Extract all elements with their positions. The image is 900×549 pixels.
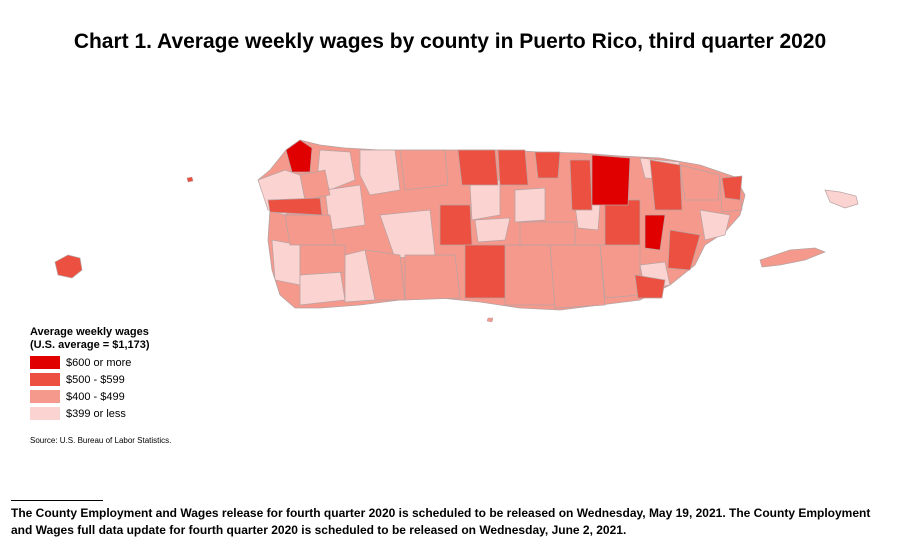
legend-label: $600 or more xyxy=(66,356,132,369)
county-north-mid-3 xyxy=(534,151,561,179)
county-west-mid xyxy=(267,197,323,216)
footnote-text: The County Employment and Wages release … xyxy=(11,506,871,537)
county-west-med xyxy=(284,214,336,246)
legend-swatch xyxy=(30,390,60,403)
county-north-mid-4 xyxy=(569,159,593,211)
county-east-mid-1 xyxy=(604,199,641,246)
legend-item-500-599: $500 - $599 xyxy=(30,373,150,386)
county-east-mid-3 xyxy=(667,229,701,271)
county-mayaguez-region xyxy=(285,139,313,173)
legend-item-399-less: $399 or less xyxy=(30,407,150,420)
island-desecheo xyxy=(186,176,194,183)
county-east-mid-2 xyxy=(649,159,683,211)
county-north-med-1 xyxy=(399,149,449,191)
source-note: Source: U.S. Bureau of Labor Statistics. xyxy=(30,436,172,445)
legend-title: Average weekly wages xyxy=(30,326,149,338)
legend-item-600-plus: $600 or more xyxy=(30,356,150,369)
map-legend: Average weekly wages (U.S. average = $1,… xyxy=(30,326,150,420)
county-southwest-light-2 xyxy=(299,269,346,306)
county-north-mid-2 xyxy=(497,149,529,186)
county-center-light-4 xyxy=(514,187,546,223)
county-south-med-3 xyxy=(504,244,556,306)
county-southeast-mid xyxy=(634,274,666,299)
footnote-rule xyxy=(11,500,103,501)
legend-label: $399 or less xyxy=(66,407,126,420)
legend-subtitle: (U.S. average = $1,173) xyxy=(30,339,150,351)
county-northeast-mid xyxy=(721,175,743,201)
county-northeast-med xyxy=(679,164,721,201)
island-culebra xyxy=(824,189,859,209)
county-center-mid-1 xyxy=(439,204,473,246)
island-vieques xyxy=(759,247,826,268)
legend-item-400-499: $400 - $499 xyxy=(30,390,150,403)
island-caja-de-muertos xyxy=(486,317,494,323)
chart-title: Chart 1. Average weekly wages by county … xyxy=(73,30,827,53)
county-san-juan-region xyxy=(591,154,631,206)
county-center-med-1 xyxy=(519,221,576,246)
county-northwest-med xyxy=(299,169,331,201)
county-south-med-4 xyxy=(549,244,606,309)
county-north-mid-1 xyxy=(457,149,499,186)
county-southwest-med xyxy=(299,244,346,276)
legend-label: $500 - $599 xyxy=(66,373,125,386)
county-south-mid-1 xyxy=(464,244,506,299)
county-caguas-region xyxy=(644,214,666,251)
tier-400-499 xyxy=(284,149,743,309)
county-southwest-light-1 xyxy=(271,239,301,286)
county-southeast-med xyxy=(599,244,641,299)
county-center-light-5 xyxy=(474,217,511,243)
tier-600-or-more xyxy=(285,139,666,251)
county-center-light-3 xyxy=(469,179,501,221)
county-north-light-2 xyxy=(359,149,401,196)
county-east-light xyxy=(699,209,731,241)
legend-swatch xyxy=(30,373,60,386)
county-south-med-2 xyxy=(404,254,461,301)
tier-500-599 xyxy=(267,149,743,299)
island-mona xyxy=(54,254,83,279)
legend-label: $400 - $499 xyxy=(66,390,125,403)
legend-swatch xyxy=(30,356,60,369)
legend-swatch xyxy=(30,407,60,420)
